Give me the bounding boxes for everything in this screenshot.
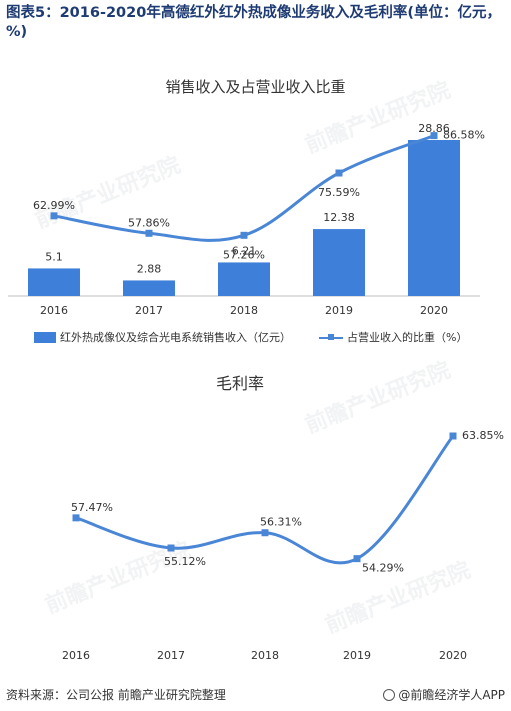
bar-label: 12.38 (323, 211, 355, 224)
legend-item-ratio: 占营业收入的比重（%） (319, 329, 467, 345)
ratio-point (50, 212, 58, 220)
ratio-point (240, 231, 248, 239)
margin-label: 54.29% (362, 562, 404, 575)
bar-label: 5.1 (45, 250, 63, 263)
x-tick-label: 2018 (251, 649, 279, 662)
x-tick-label: 2020 (439, 649, 467, 662)
x-tick-label: 2016 (62, 649, 90, 662)
source-note: 资料来源：公司公报 前瞻产业研究院整理 (6, 688, 226, 702)
bar (123, 280, 175, 296)
ratio-point (145, 229, 153, 237)
margin-point (449, 432, 457, 440)
chart-title-margin: 毛利率 (215, 374, 264, 393)
margin-chart: 57.47% 55.12% 56.31% 54.29% 63.85% 2016 2017 20… (62, 429, 504, 662)
x-tick-label: 2020 (420, 304, 448, 317)
legend-item-revenue: 红外热成像仪及综合光电系统销售收入（亿元） (34, 329, 291, 345)
bar (218, 262, 270, 296)
margin-line (75, 435, 455, 565)
bar-label: 28.86 (418, 122, 450, 135)
ratio-label: 75.59% (318, 186, 360, 199)
margin-label: 63.85% (462, 429, 504, 442)
ratio-label: 62.99% (33, 199, 75, 212)
ratio-label: 57.86% (128, 216, 170, 229)
x-tick-label: 2017 (135, 304, 163, 317)
bar-label: 2.88 (137, 262, 162, 275)
x-tick-label: 2018 (230, 304, 258, 317)
legend: 红外热成像仪及综合光电系统销售收入（亿元） 占营业收入的比重（%） (34, 329, 495, 345)
legend-label-revenue: 红外热成像仪及综合光电系统销售收入（亿元） (60, 331, 291, 344)
x-tick-label: 2019 (325, 304, 353, 317)
ratio-point (335, 169, 343, 177)
legend-line-swatch (319, 332, 343, 343)
margin-label: 55.12% (164, 555, 206, 568)
margin-point (72, 514, 80, 522)
revenue-chart: 5.1 2016 2.88 2017 6.21 2018 12.38 2019 28.86 202… (8, 122, 485, 317)
chart-title: 销售收入及占营业收入比重 (165, 78, 346, 96)
ratio-label: 86.58% (443, 129, 485, 142)
x-tick-label: 2019 (343, 649, 371, 662)
margin-point (167, 544, 175, 552)
legend-label-ratio: 占营业收入的比重（%） (347, 331, 468, 344)
brand-mark: @前瞻经济学人APP (383, 686, 505, 703)
x-tick-label: 2016 (40, 304, 68, 317)
legend-bar-swatch (34, 331, 56, 343)
brand-icon (383, 688, 396, 701)
bar (28, 268, 80, 296)
ratio-label: 57.26% (223, 248, 265, 261)
figure-title: 图表5：2016-2020年高德红外红外热成像业务收入及毛利率(单位：亿元，%) (6, 5, 501, 40)
margin-point (353, 555, 361, 563)
brand-text: @前瞻经济学人APP (398, 688, 505, 702)
margin-point (261, 529, 269, 537)
margin-label: 56.31% (260, 516, 302, 529)
x-tick-label: 2017 (157, 649, 185, 662)
bar-label: 6.21 (232, 244, 257, 257)
bar (408, 140, 460, 296)
margin-label: 57.47% (71, 501, 113, 514)
bar (313, 229, 365, 296)
ratio-point (430, 132, 438, 140)
